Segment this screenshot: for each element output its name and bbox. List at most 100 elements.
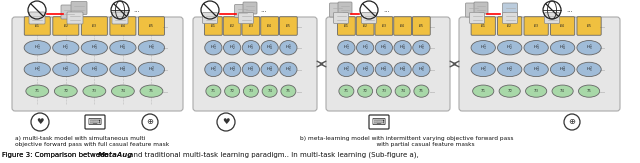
Text: ⊕: ⊕ [568,117,575,126]
Ellipse shape [83,85,106,97]
Text: $H^2_3$: $H^2_3$ [91,64,98,75]
Ellipse shape [205,41,222,55]
FancyBboxPatch shape [394,17,412,35]
Text: $H^1_5$: $H^1_5$ [418,42,425,53]
Text: $H^1_3$: $H^1_3$ [248,42,254,53]
Ellipse shape [394,41,412,55]
FancyBboxPatch shape [337,17,355,35]
Text: $H^2_5$: $H^2_5$ [285,64,292,75]
Ellipse shape [52,41,79,55]
FancyBboxPatch shape [471,17,495,35]
FancyBboxPatch shape [110,17,136,35]
Text: $H^2_2$: $H^2_2$ [62,64,69,75]
Text: $E_5$: $E_5$ [418,22,424,30]
Text: $H^2_4$: $H^2_4$ [559,64,566,75]
Ellipse shape [339,85,354,97]
Text: ...: ... [599,89,605,94]
Text: $T_4$: $T_4$ [266,87,273,95]
Text: ...: ... [296,67,302,72]
FancyBboxPatch shape [71,1,87,15]
Ellipse shape [243,41,259,55]
Ellipse shape [497,62,522,77]
FancyBboxPatch shape [550,17,575,35]
Text: ...: ... [566,7,573,13]
Text: ...: ... [296,89,302,94]
FancyBboxPatch shape [524,17,548,35]
Text: $H^2_4$: $H^2_4$ [120,64,126,75]
Text: $H^2_4$: $H^2_4$ [399,64,406,75]
Ellipse shape [524,62,548,77]
Text: $E_1$: $E_1$ [34,22,40,30]
Text: $T_3$: $T_3$ [92,87,97,95]
FancyBboxPatch shape [413,17,430,35]
Text: $E_3$: $E_3$ [91,22,98,30]
Ellipse shape [375,62,392,77]
Text: $T_5$: $T_5$ [586,87,592,95]
Text: $E_4$: $E_4$ [399,22,406,30]
Text: ...: ... [260,7,267,13]
Text: ...: ... [162,23,168,29]
Text: $H^1_4$: $H^1_4$ [120,42,127,53]
Ellipse shape [550,41,575,55]
Text: $E_5$: $E_5$ [586,22,592,30]
FancyBboxPatch shape [260,17,278,35]
FancyBboxPatch shape [53,17,79,35]
Text: $H^2_3$: $H^2_3$ [248,64,254,75]
Text: MetaAug: MetaAug [98,152,133,158]
Ellipse shape [525,85,547,97]
FancyBboxPatch shape [223,17,241,35]
Ellipse shape [140,85,163,97]
FancyBboxPatch shape [234,5,250,17]
Ellipse shape [111,85,134,97]
FancyBboxPatch shape [497,17,522,35]
Ellipse shape [243,85,259,97]
Text: $H^2_1$: $H^2_1$ [34,64,41,75]
Text: $T_3$: $T_3$ [248,87,254,95]
FancyBboxPatch shape [333,13,349,23]
Text: $E_1$: $E_1$ [210,22,216,30]
Text: $T_4$: $T_4$ [120,87,126,95]
Text: $H^1_1$: $H^1_1$ [343,42,350,53]
FancyBboxPatch shape [280,17,297,35]
Ellipse shape [223,62,241,77]
Ellipse shape [577,62,601,77]
FancyBboxPatch shape [243,2,257,14]
Text: $E_5$: $E_5$ [148,22,155,30]
FancyBboxPatch shape [545,13,559,23]
Ellipse shape [262,85,277,97]
Text: ...: ... [599,45,605,50]
Ellipse shape [471,41,495,55]
Text: ...: ... [162,67,168,72]
Text: ...: ... [429,23,435,29]
Ellipse shape [280,62,297,77]
Text: $E_2$: $E_2$ [506,22,513,30]
Ellipse shape [281,85,296,97]
Text: ♥: ♥ [36,117,44,126]
Text: ...: ... [162,45,168,50]
Ellipse shape [52,62,79,77]
FancyBboxPatch shape [577,17,601,35]
Text: $T_1$: $T_1$ [34,87,40,95]
Ellipse shape [26,85,49,97]
Text: ...: ... [429,45,435,50]
Text: $H^2_4$: $H^2_4$ [266,64,273,75]
Text: $H^1_5$: $H^1_5$ [148,42,155,53]
Ellipse shape [110,62,136,77]
Text: $H^1_4$: $H^1_4$ [559,42,566,53]
Text: $E_3$: $E_3$ [533,22,540,30]
Ellipse shape [243,62,259,77]
FancyBboxPatch shape [193,17,317,111]
Ellipse shape [54,85,77,97]
Ellipse shape [81,41,108,55]
Text: $H^1_3$: $H^1_3$ [91,42,98,53]
Text: $H^2_1$: $H^2_1$ [480,64,486,75]
Text: $E_2$: $E_2$ [229,22,236,30]
Text: $T_1$: $T_1$ [211,87,216,95]
Ellipse shape [552,85,573,97]
Text: $E_4$: $E_4$ [120,22,126,30]
Ellipse shape [358,85,372,97]
Text: $T_3$: $T_3$ [533,87,540,95]
FancyBboxPatch shape [29,12,45,24]
Text: ⌨: ⌨ [372,117,386,127]
Text: $H^1_4$: $H^1_4$ [399,42,406,53]
